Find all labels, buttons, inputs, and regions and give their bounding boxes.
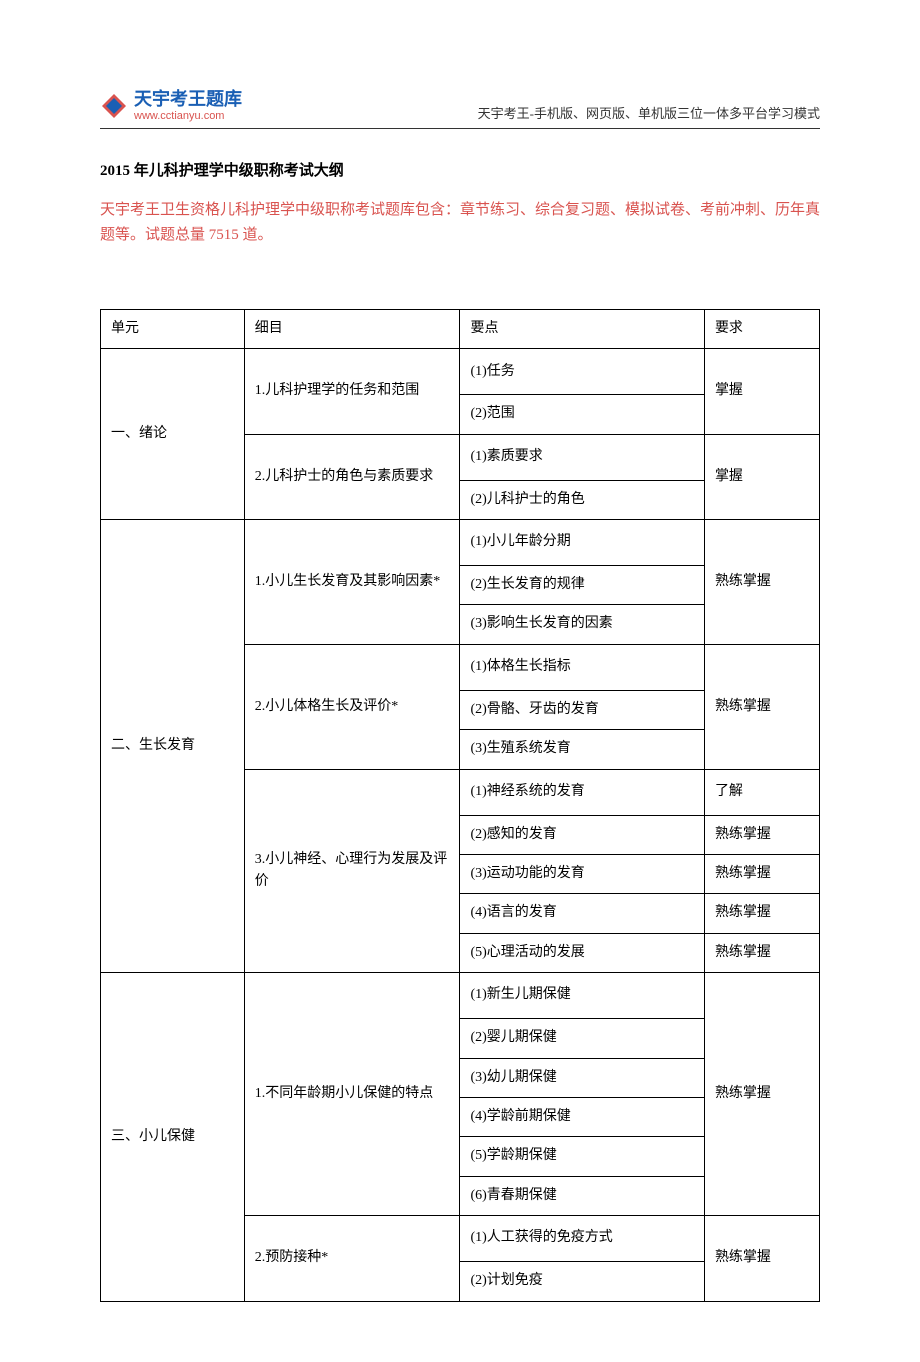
table-header-row: 单元 细目 要点 要求 — [101, 309, 820, 348]
unit1-d1p1: (1)任务 — [460, 349, 704, 395]
unit1-name: 一、绪论 — [101, 349, 245, 520]
unit3-d1p1: (1)新生儿期保健 — [460, 973, 704, 1019]
unit1-d1p2: (2)范围 — [460, 395, 704, 434]
unit2-d1r: 熟练掌握 — [704, 520, 819, 645]
unit2-d3: 3.小儿神经、心理行为发展及评价 — [244, 769, 460, 973]
unit2-d2p1: (1)体格生长指标 — [460, 644, 704, 690]
unit3-name: 三、小儿保健 — [101, 973, 245, 1301]
unit2-d3p4: (4)语言的发育 — [460, 894, 704, 933]
header-req: 要求 — [704, 309, 819, 348]
unit3-d1r: 熟练掌握 — [704, 973, 819, 1216]
unit3-d2p2: (2)计划免疫 — [460, 1262, 704, 1301]
unit3-d2p1: (1)人工获得的免疫方式 — [460, 1216, 704, 1262]
unit3-d1p6: (6)青春期保健 — [460, 1176, 704, 1215]
logo-icon — [100, 92, 128, 120]
unit2-d1p3: (3)影响生长发育的因素 — [460, 605, 704, 644]
unit2-d3p3: (3)运动功能的发育 — [460, 855, 704, 894]
unit2-d1: 1.小儿生长发育及其影响因素* — [244, 520, 460, 645]
unit2-d3p5r: 熟练掌握 — [704, 933, 819, 972]
table-row: 三、小儿保健 1.不同年龄期小儿保健的特点 (1)新生儿期保健 熟练掌握 — [101, 973, 820, 1019]
syllabus-table: 单元 细目 要点 要求 一、绪论 1.儿科护理学的任务和范围 (1)任务 掌握 … — [100, 309, 820, 1302]
unit1-d2p2: (2)儿科护士的角色 — [460, 480, 704, 519]
table-row: 一、绪论 1.儿科护理学的任务和范围 (1)任务 掌握 — [101, 349, 820, 395]
unit2-d3p1: (1)神经系统的发育 — [460, 769, 704, 815]
logo-main-text: 天宇考王题库 — [134, 90, 242, 110]
unit2-d3p2r: 熟练掌握 — [704, 815, 819, 854]
header-right-text: 天宇考王-手机版、网页版、单机版三位一体多平台学习模式 — [478, 103, 820, 122]
logo-text-block: 天宇考王题库 www.cctianyu.com — [134, 90, 242, 122]
unit2-d2p2: (2)骨骼、牙齿的发育 — [460, 690, 704, 729]
unit2-d3p5: (5)心理活动的发展 — [460, 933, 704, 972]
unit3-d1: 1.不同年龄期小儿保健的特点 — [244, 973, 460, 1216]
unit2-name: 二、生长发育 — [101, 520, 245, 973]
unit1-d2: 2.儿科护士的角色与素质要求 — [244, 434, 460, 519]
unit2-d3p4r: 熟练掌握 — [704, 894, 819, 933]
unit2-d3p2: (2)感知的发育 — [460, 815, 704, 854]
unit2-d2: 2.小儿体格生长及评价* — [244, 644, 460, 769]
unit3-d1p5: (5)学龄期保健 — [460, 1137, 704, 1176]
unit1-d1: 1.儿科护理学的任务和范围 — [244, 349, 460, 434]
unit3-d1p2: (2)婴儿期保健 — [460, 1019, 704, 1058]
unit1-d2p1: (1)素质要求 — [460, 434, 704, 480]
page-container: 天宇考王题库 www.cctianyu.com 天宇考王-手机版、网页版、单机版… — [0, 0, 920, 1362]
unit2-d2r: 熟练掌握 — [704, 644, 819, 769]
unit1-d1r: 掌握 — [704, 349, 819, 434]
unit3-d2r: 熟练掌握 — [704, 1216, 819, 1301]
logo-url-text: www.cctianyu.com — [134, 110, 242, 122]
header-unit: 单元 — [101, 309, 245, 348]
header-point: 要点 — [460, 309, 704, 348]
unit2-d3p1r: 了解 — [704, 769, 819, 815]
header-detail: 细目 — [244, 309, 460, 348]
document-description: 天宇考王卫生资格儿科护理学中级职称考试题库包含：章节练习、综合复习题、模拟试卷、… — [100, 198, 820, 249]
unit2-d2p3: (3)生殖系统发育 — [460, 730, 704, 769]
unit3-d1p4: (4)学龄前期保健 — [460, 1097, 704, 1136]
unit1-d2r: 掌握 — [704, 434, 819, 519]
unit2-d1p2: (2)生长发育的规律 — [460, 566, 704, 605]
unit2-d3p3r: 熟练掌握 — [704, 855, 819, 894]
document-title: 2015 年儿科护理学中级职称考试大纲 — [100, 159, 820, 180]
unit2-d1p1: (1)小儿年龄分期 — [460, 520, 704, 566]
table-row: 二、生长发育 1.小儿生长发育及其影响因素* (1)小儿年龄分期 熟练掌握 — [101, 520, 820, 566]
page-header: 天宇考王题库 www.cctianyu.com 天宇考王-手机版、网页版、单机版… — [100, 90, 820, 129]
unit3-d1p3: (3)幼儿期保健 — [460, 1058, 704, 1097]
unit3-d2: 2.预防接种* — [244, 1216, 460, 1301]
logo-block: 天宇考王题库 www.cctianyu.com — [100, 90, 242, 122]
